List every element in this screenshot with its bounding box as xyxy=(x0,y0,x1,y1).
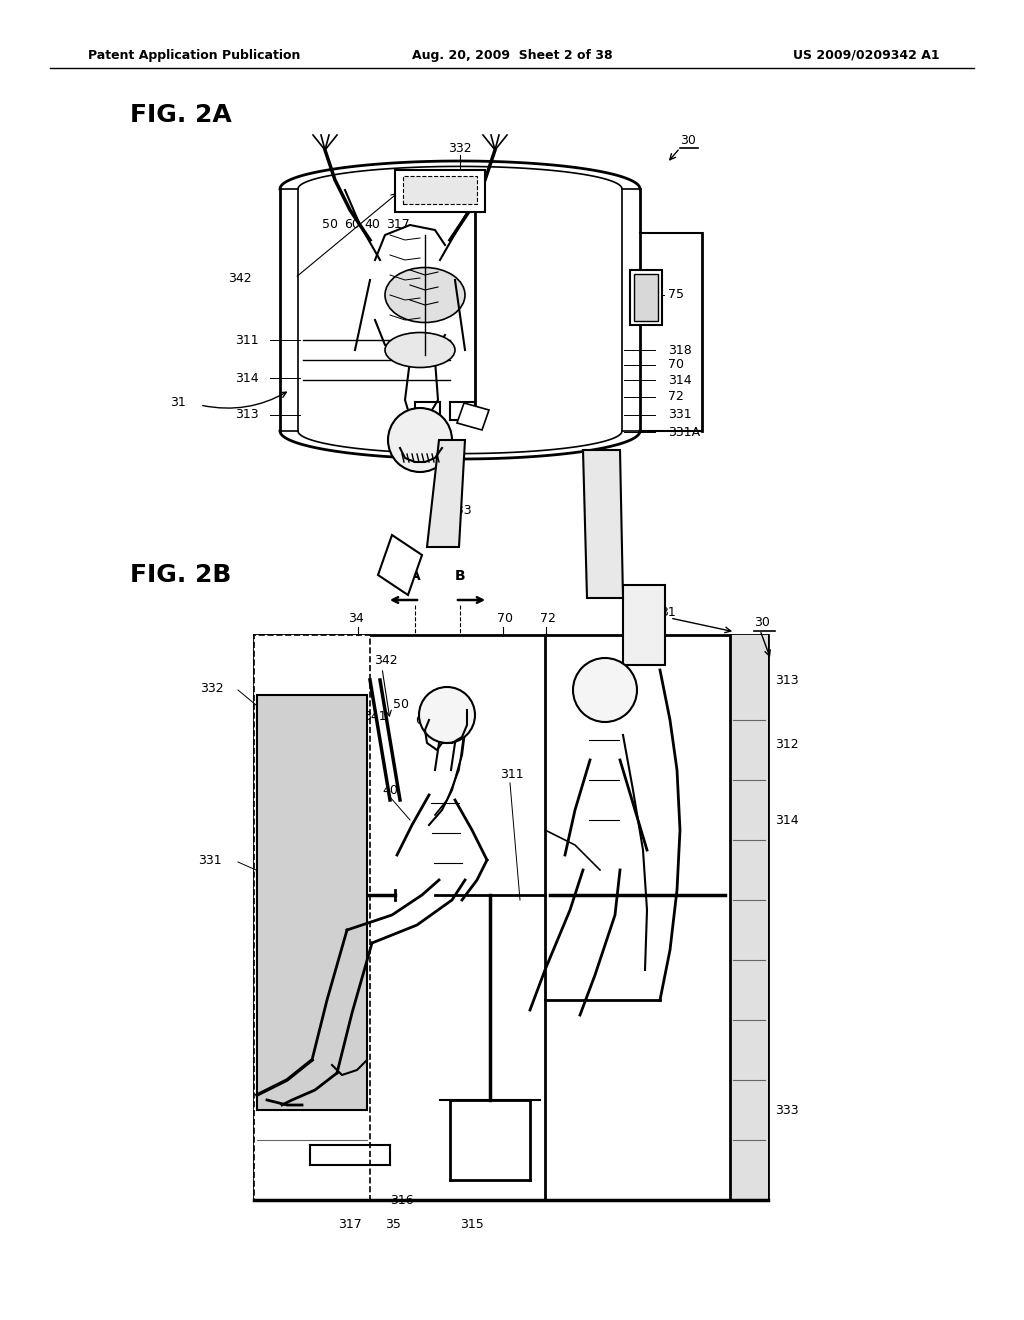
Text: 312: 312 xyxy=(775,738,799,751)
Text: 30: 30 xyxy=(680,133,696,147)
Polygon shape xyxy=(457,403,489,430)
Text: US 2009/0209342 A1: US 2009/0209342 A1 xyxy=(794,49,940,62)
Text: Patent Application Publication: Patent Application Publication xyxy=(88,49,300,62)
Text: 50: 50 xyxy=(322,219,338,231)
Text: 313: 313 xyxy=(234,408,259,421)
Text: Aug. 20, 2009  Sheet 2 of 38: Aug. 20, 2009 Sheet 2 of 38 xyxy=(412,49,612,62)
Circle shape xyxy=(419,686,475,743)
Bar xyxy=(254,635,370,1200)
Bar xyxy=(395,170,485,213)
Text: 313: 313 xyxy=(775,673,799,686)
Text: 50: 50 xyxy=(393,698,409,711)
Text: FIG. 2B: FIG. 2B xyxy=(130,564,231,587)
Text: 317: 317 xyxy=(386,219,410,231)
Text: A: A xyxy=(410,569,421,583)
Ellipse shape xyxy=(385,268,465,322)
Text: 342: 342 xyxy=(374,653,397,667)
Text: 331: 331 xyxy=(198,854,221,866)
Text: 331: 331 xyxy=(668,408,691,421)
Text: 72: 72 xyxy=(540,611,556,624)
Text: 331A: 331A xyxy=(668,425,700,438)
Text: 316: 316 xyxy=(390,1193,414,1206)
Bar xyxy=(630,271,662,325)
Text: 34: 34 xyxy=(348,611,364,624)
Text: 333: 333 xyxy=(449,503,472,516)
Text: 311: 311 xyxy=(500,768,523,781)
Text: 315: 315 xyxy=(460,1218,483,1232)
Text: 342: 342 xyxy=(228,272,252,285)
Circle shape xyxy=(573,657,637,722)
Text: 60: 60 xyxy=(344,219,359,231)
Text: 75: 75 xyxy=(668,289,684,301)
Polygon shape xyxy=(583,450,623,598)
Text: 333: 333 xyxy=(775,1104,799,1117)
Text: 35: 35 xyxy=(385,1218,400,1232)
Text: 332: 332 xyxy=(200,681,223,694)
Text: 40: 40 xyxy=(364,219,380,231)
Circle shape xyxy=(388,408,452,473)
Text: 70: 70 xyxy=(668,359,684,371)
Polygon shape xyxy=(427,440,465,546)
Text: 30: 30 xyxy=(754,616,770,630)
Text: 332: 332 xyxy=(449,141,472,154)
Text: B: B xyxy=(455,569,465,583)
Bar xyxy=(403,176,477,205)
Polygon shape xyxy=(623,585,665,665)
Text: 60: 60 xyxy=(415,714,431,726)
Text: 70: 70 xyxy=(497,611,513,624)
Text: 40: 40 xyxy=(382,784,398,796)
Text: 341: 341 xyxy=(362,710,387,723)
Text: 317: 317 xyxy=(338,1218,361,1232)
Text: 311: 311 xyxy=(234,334,259,346)
Polygon shape xyxy=(378,535,422,595)
Bar xyxy=(634,275,658,321)
Text: FIG. 2A: FIG. 2A xyxy=(130,103,231,127)
Text: 314: 314 xyxy=(775,813,799,826)
Text: 314: 314 xyxy=(668,374,691,387)
Text: 72: 72 xyxy=(668,391,684,404)
Text: 31: 31 xyxy=(170,396,185,408)
Bar xyxy=(257,696,367,1110)
Text: 31: 31 xyxy=(660,606,676,619)
Bar xyxy=(254,635,768,1200)
Ellipse shape xyxy=(385,333,455,367)
Text: 314: 314 xyxy=(234,371,259,384)
Text: 318: 318 xyxy=(668,343,692,356)
Bar xyxy=(730,635,768,1200)
